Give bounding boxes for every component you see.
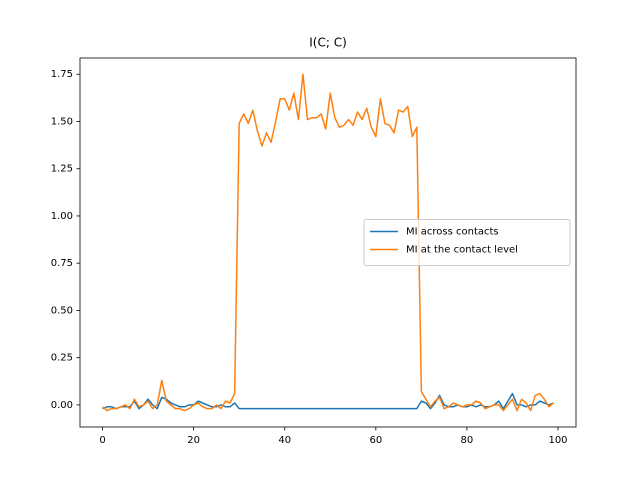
y-tick-label: 1.00: [51, 211, 73, 222]
x-tick-label: 20: [187, 435, 200, 446]
x-tick-label: 0: [99, 435, 105, 446]
x-tick-label: 60: [369, 435, 382, 446]
y-tick-label: 0.50: [51, 305, 73, 316]
y-tick-label: 1.25: [51, 164, 73, 175]
legend-label: MI across contacts: [406, 227, 499, 238]
y-tick-label: 0.75: [51, 258, 73, 269]
axes-frame: [79, 57, 577, 428]
legend-label: MI at the contact level: [406, 245, 518, 256]
y-tick-label: 0.25: [51, 353, 73, 364]
y-tick-label: 1.50: [51, 116, 73, 127]
chart-title: I(C; C): [309, 36, 347, 50]
y-tick-label: 0.00: [51, 400, 73, 411]
x-tick-label: 80: [461, 435, 474, 446]
x-tick-label: 40: [278, 435, 291, 446]
line-series: [102, 392, 554, 410]
legend: MI across contacts MI at the contact leve…: [363, 219, 571, 266]
x-tick-label: 100: [548, 435, 567, 446]
line-series: [102, 73, 554, 412]
y-tick-label: 1.75: [51, 69, 73, 80]
legend-box: [363, 219, 571, 266]
